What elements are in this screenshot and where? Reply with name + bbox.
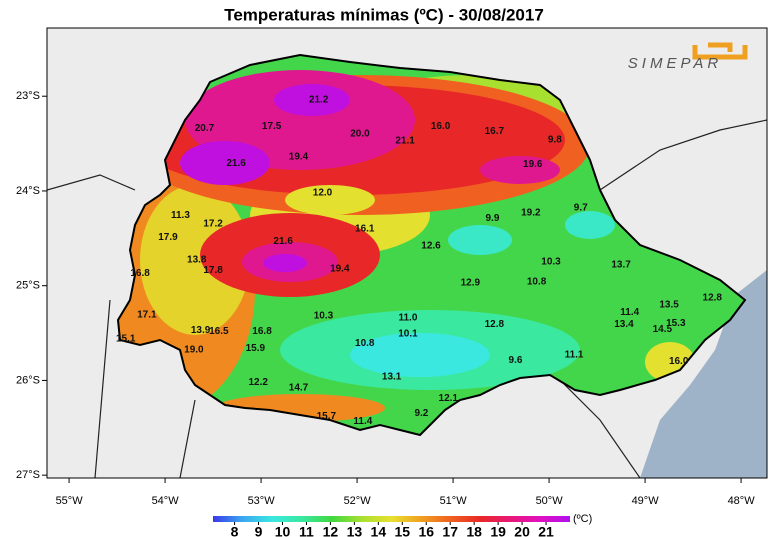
station-value: 20.7 bbox=[195, 123, 215, 134]
state-outline bbox=[116, 53, 747, 437]
colorbar-tick-label: 16 bbox=[418, 524, 434, 537]
station-value: 13.7 bbox=[611, 259, 631, 270]
station-value: 16.0 bbox=[431, 121, 451, 132]
station-value: 16.1 bbox=[355, 223, 375, 234]
colorbar-tick-label: 18 bbox=[466, 524, 482, 537]
station-value: 12.0 bbox=[313, 187, 333, 198]
x-tick-label: 51°W bbox=[440, 495, 468, 507]
station-value: 11.4 bbox=[620, 307, 639, 318]
station-value: 10.8 bbox=[527, 277, 547, 288]
y-tick-label: 26°S bbox=[16, 374, 40, 386]
station-value: 19.4 bbox=[330, 263, 350, 274]
station-value: 13.1 bbox=[382, 371, 402, 382]
station-value: 20.0 bbox=[350, 129, 370, 140]
colorbar-tick-label: 12 bbox=[323, 524, 339, 537]
station-value: 14.5 bbox=[653, 324, 673, 335]
station-value: 17.8 bbox=[203, 265, 223, 276]
station-value: 17.9 bbox=[158, 232, 178, 243]
station-value: 14.7 bbox=[289, 383, 309, 394]
station-value: 13.4 bbox=[614, 319, 634, 330]
frame bbox=[46, 27, 768, 479]
title: Temperaturas mínimas (ºC) - 30/08/2017 bbox=[224, 5, 544, 24]
colorbar-tick-label: 11 bbox=[299, 524, 314, 537]
colorbar-tick-label: 19 bbox=[490, 524, 506, 537]
station-value: 17.2 bbox=[203, 219, 223, 230]
x-tick-label: 50°W bbox=[536, 495, 564, 507]
station-value: 10.3 bbox=[541, 257, 561, 268]
station-value: 21.6 bbox=[226, 158, 246, 169]
station-value: 15.1 bbox=[116, 333, 136, 344]
colorbar-tick-label: 10 bbox=[275, 524, 291, 537]
station-value: 10.3 bbox=[314, 311, 334, 322]
x-tick-label: 54°W bbox=[152, 495, 180, 507]
station-value: 13.9 bbox=[191, 325, 211, 336]
station-value: 12.8 bbox=[703, 293, 723, 304]
station-value: 9.7 bbox=[574, 203, 588, 214]
y-tick-label: 27°S bbox=[16, 469, 40, 481]
station-value: 19.0 bbox=[184, 345, 204, 356]
station-value: 16.5 bbox=[209, 326, 229, 337]
station-value: 19.2 bbox=[521, 207, 541, 218]
x-tick-label: 52°W bbox=[344, 495, 372, 507]
colorbar-tick-label: 14 bbox=[371, 524, 387, 537]
station-value: 9.9 bbox=[485, 213, 499, 224]
logo: SIMEPAR bbox=[628, 55, 722, 72]
station-value: 12.6 bbox=[421, 241, 441, 252]
station-value: 15.9 bbox=[246, 343, 266, 354]
colorbar-tick-label: 20 bbox=[514, 524, 530, 537]
map-area: SIMEPAR bbox=[47, 28, 767, 478]
station-value: 9.2 bbox=[414, 408, 428, 419]
colorbar-tick-label: 8 bbox=[231, 524, 239, 537]
colorbar-tick-label: 17 bbox=[442, 524, 458, 537]
x-tick-label: 53°W bbox=[248, 495, 276, 507]
x-tick-label: 48°W bbox=[728, 495, 756, 507]
station-value: 17.5 bbox=[262, 121, 282, 132]
station-value: 16.8 bbox=[130, 268, 150, 279]
station-value: 10.8 bbox=[355, 338, 375, 349]
station-value: 9.8 bbox=[548, 134, 562, 145]
station-value: 21.2 bbox=[309, 95, 329, 106]
logo-mark bbox=[692, 42, 748, 60]
station-value: 19.6 bbox=[523, 159, 543, 170]
station-value: 19.4 bbox=[289, 151, 309, 162]
colorbar-tick-label: 9 bbox=[255, 524, 263, 537]
station-value: 11.4 bbox=[353, 416, 372, 427]
station-value: 16.0 bbox=[669, 356, 689, 367]
overlay: 55°W 54°W 53°W 52°W 51°W 50°W 49°W 48°W 23°S 24°S… bbox=[16, 90, 755, 537]
y-tick-label: 25°S bbox=[16, 280, 40, 292]
colorbar-tick-label: 13 bbox=[347, 524, 363, 537]
station-value: 15.7 bbox=[317, 411, 337, 422]
station-value: 15.3 bbox=[666, 318, 686, 329]
colorbar-tick-label: 15 bbox=[394, 524, 410, 537]
x-tick-label: 55°W bbox=[56, 495, 84, 507]
ocean bbox=[640, 270, 767, 478]
station-value: 16.8 bbox=[252, 326, 272, 337]
station-value: 11.0 bbox=[398, 313, 417, 324]
station-value: 12.1 bbox=[439, 393, 459, 404]
borders bbox=[47, 119, 767, 478]
colorbar-unit: (ºC) bbox=[573, 513, 592, 525]
colorbar-tick-label: 21 bbox=[538, 524, 554, 537]
colorbar bbox=[213, 516, 570, 522]
station-value: 12.8 bbox=[485, 319, 505, 330]
station-value: 12.2 bbox=[248, 377, 268, 388]
y-tick-label: 23°S bbox=[16, 90, 40, 102]
y-tick-label: 24°S bbox=[16, 185, 40, 197]
station-value: 13.8 bbox=[187, 255, 207, 266]
station-value: 11.3 bbox=[171, 210, 190, 221]
station-value: 17.1 bbox=[137, 310, 157, 321]
x-tick-label: 49°W bbox=[632, 495, 660, 507]
station-value: 9.6 bbox=[509, 355, 523, 366]
station-value: 21.1 bbox=[395, 135, 415, 146]
station-value: 16.7 bbox=[485, 126, 505, 137]
station-value: 21.6 bbox=[273, 236, 293, 247]
station-value: 10.1 bbox=[398, 329, 418, 340]
station-value: 11.1 bbox=[565, 349, 584, 360]
station-value: 13.5 bbox=[659, 299, 679, 310]
station-value: 12.9 bbox=[461, 277, 481, 288]
